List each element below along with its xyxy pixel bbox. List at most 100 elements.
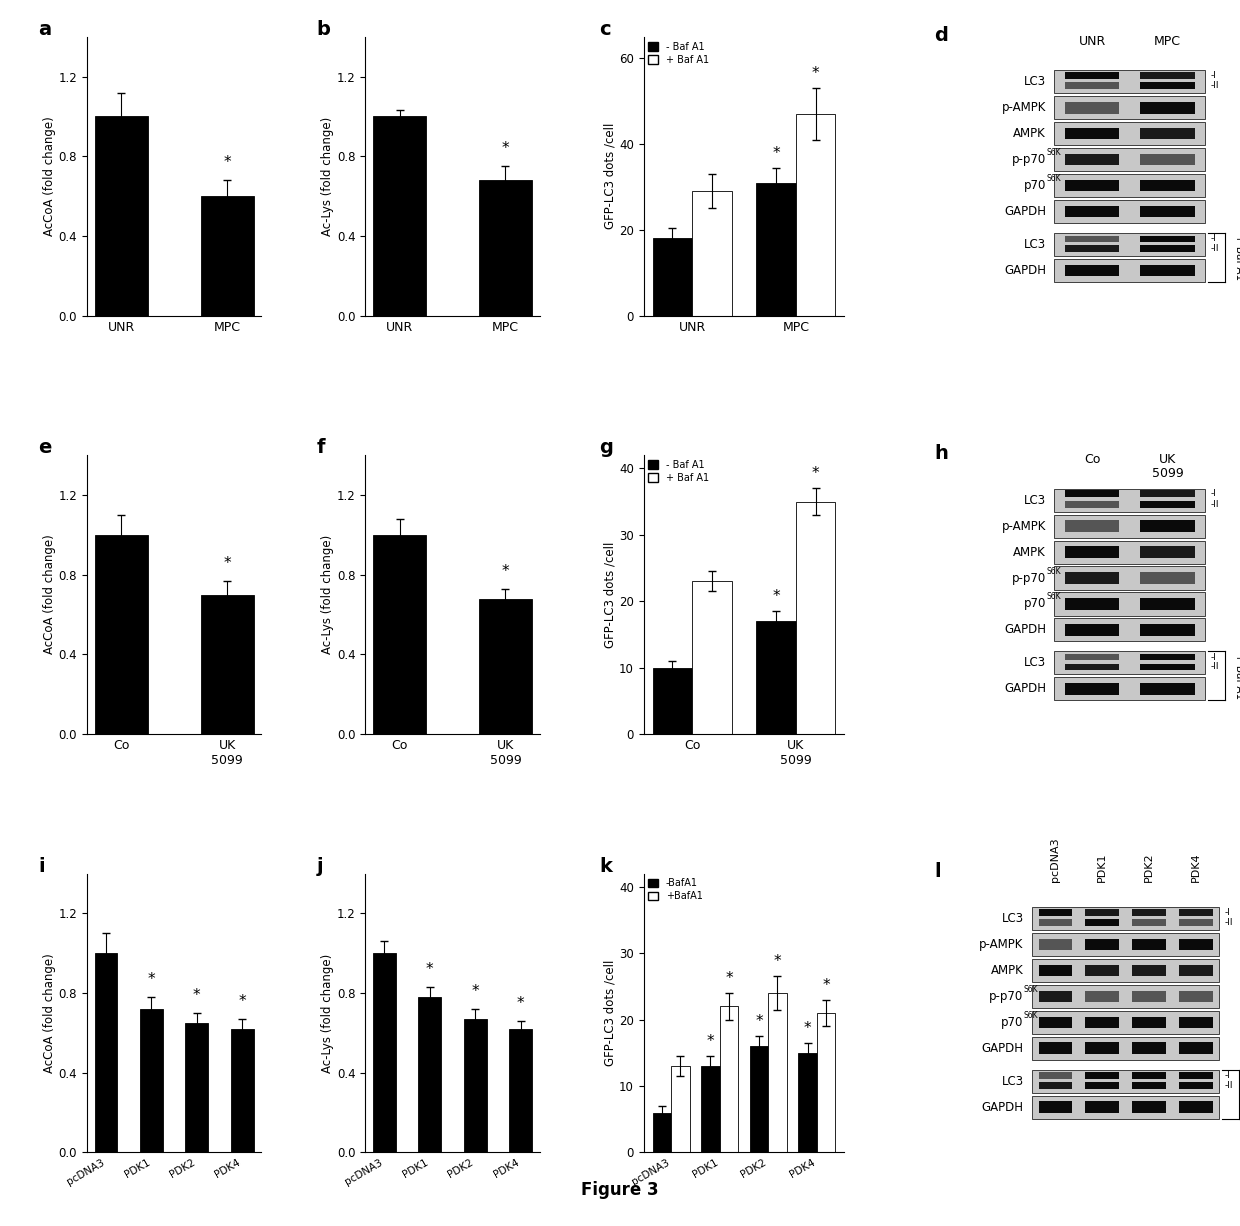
Text: S6K: S6K — [1024, 1011, 1038, 1020]
Bar — [1054, 515, 1205, 538]
Text: GAPDH: GAPDH — [1004, 264, 1047, 277]
Bar — [1039, 1016, 1073, 1029]
Text: e: e — [38, 439, 51, 457]
Text: h: h — [934, 444, 949, 463]
Text: -I: -I — [1225, 907, 1230, 917]
Text: -II: -II — [1210, 662, 1219, 672]
Text: GAPDH: GAPDH — [982, 1101, 1023, 1113]
Bar — [373, 953, 396, 1152]
Y-axis label: GFP-LC3 dots /cell: GFP-LC3 dots /cell — [603, 123, 616, 229]
Bar — [418, 997, 441, 1152]
Text: p-p70: p-p70 — [1012, 153, 1047, 167]
Text: -I: -I — [1225, 1072, 1230, 1080]
Bar — [1039, 991, 1073, 1002]
Bar — [1132, 939, 1166, 950]
Bar — [1141, 624, 1194, 635]
Bar — [1141, 500, 1194, 508]
Bar — [1065, 72, 1120, 78]
Text: LC3: LC3 — [1002, 912, 1023, 926]
Bar — [1141, 82, 1194, 89]
Bar — [1032, 1010, 1219, 1034]
Bar — [796, 114, 836, 315]
Text: *: * — [822, 977, 830, 993]
Text: LC3: LC3 — [1024, 238, 1047, 251]
Bar — [817, 1013, 836, 1152]
Bar — [94, 116, 148, 315]
Legend: - Baf A1, + Baf A1: - Baf A1, + Baf A1 — [649, 42, 709, 65]
Bar — [1032, 1096, 1219, 1118]
Bar — [671, 1067, 689, 1152]
Bar — [799, 1053, 817, 1152]
Bar — [1141, 102, 1194, 114]
Bar — [1039, 1073, 1073, 1079]
Bar — [1065, 573, 1120, 584]
Text: *: * — [238, 994, 246, 1009]
Text: p-AMPK: p-AMPK — [1002, 520, 1047, 532]
Bar — [1132, 1016, 1166, 1029]
Text: S6K: S6K — [1047, 592, 1061, 602]
Bar — [692, 191, 732, 315]
Bar — [510, 1029, 532, 1152]
Text: g: g — [599, 439, 614, 457]
Text: GAPDH: GAPDH — [1004, 623, 1047, 636]
Bar — [186, 1022, 208, 1152]
Bar — [702, 1067, 719, 1152]
Bar — [1132, 908, 1166, 916]
Text: S6K: S6K — [1047, 148, 1061, 157]
Text: d: d — [934, 26, 949, 44]
Text: *: * — [427, 962, 434, 977]
Text: *: * — [725, 971, 733, 986]
Text: MPC: MPC — [1154, 34, 1180, 48]
Text: PDK2: PDK2 — [1145, 852, 1154, 881]
Bar — [1141, 573, 1194, 584]
Text: PDK1: PDK1 — [1097, 852, 1107, 881]
Bar — [1054, 651, 1205, 674]
Bar — [1054, 677, 1205, 700]
Bar — [1054, 96, 1205, 119]
Text: *: * — [812, 66, 820, 81]
Text: *: * — [471, 984, 479, 999]
Bar — [1065, 82, 1120, 89]
Text: + Baf A1: + Baf A1 — [1234, 652, 1240, 699]
Bar — [1039, 1101, 1073, 1113]
Bar — [1085, 1083, 1118, 1089]
Bar — [1085, 1042, 1118, 1054]
Bar — [1141, 490, 1194, 498]
Bar — [1141, 265, 1194, 276]
Text: Figure 3: Figure 3 — [582, 1181, 658, 1199]
Bar — [1132, 1101, 1166, 1113]
Text: UNR: UNR — [1079, 34, 1106, 48]
Bar — [1032, 959, 1219, 982]
Bar — [201, 196, 253, 315]
Bar — [1065, 180, 1120, 191]
Bar — [1039, 939, 1073, 950]
Text: + Baf A1: + Baf A1 — [1234, 234, 1240, 281]
Bar — [1141, 663, 1194, 671]
Bar — [1032, 907, 1219, 931]
Text: -II: -II — [1210, 244, 1219, 253]
Legend: - Baf A1, + Baf A1: - Baf A1, + Baf A1 — [649, 460, 709, 483]
Text: GAPDH: GAPDH — [1004, 205, 1047, 218]
Bar — [652, 238, 692, 315]
Bar — [1132, 1042, 1166, 1054]
Text: p-AMPK: p-AMPK — [980, 938, 1023, 951]
Bar — [1085, 1101, 1118, 1113]
Bar — [1132, 920, 1166, 926]
Text: PDK4: PDK4 — [1190, 852, 1200, 881]
Text: *: * — [502, 141, 510, 157]
Bar — [1065, 663, 1120, 671]
Text: *: * — [148, 972, 155, 987]
Bar — [1054, 233, 1205, 256]
Text: f: f — [316, 439, 325, 457]
Bar — [1065, 128, 1120, 140]
Text: -I: -I — [1210, 652, 1216, 662]
Bar — [1054, 148, 1205, 172]
Text: -II: -II — [1225, 918, 1234, 927]
Bar — [1065, 490, 1120, 498]
Text: p-p70: p-p70 — [1012, 571, 1047, 585]
Bar — [796, 501, 836, 734]
Bar — [94, 953, 118, 1152]
Text: a: a — [38, 20, 51, 39]
Bar — [1085, 908, 1118, 916]
Text: i: i — [38, 857, 45, 875]
